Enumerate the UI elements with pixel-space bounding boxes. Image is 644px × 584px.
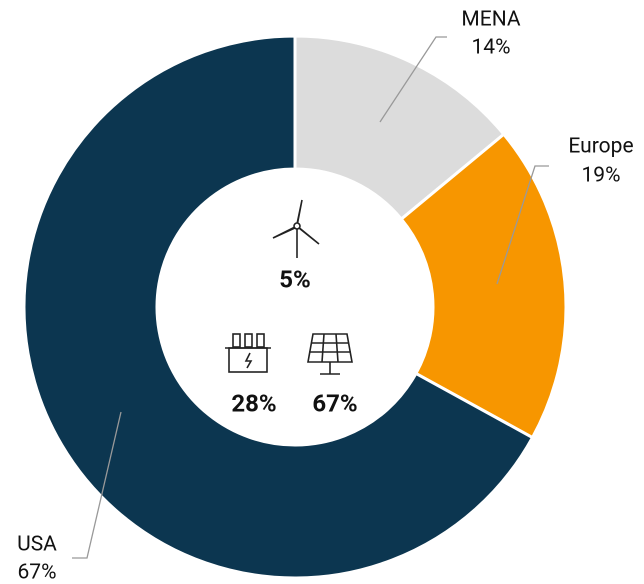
donut-slice (293, 34, 506, 222)
slice-value-label: 14% (472, 36, 511, 60)
slice-name: Europe (568, 135, 633, 159)
transformer-icon (225, 333, 271, 373)
slice-value-label: 67% (18, 561, 57, 584)
solar-icon (307, 333, 353, 375)
slice-name: MENA (461, 8, 520, 32)
slice-name: USA (17, 533, 57, 557)
slice-value-label: 19% (582, 164, 621, 188)
leader-lines (72, 36, 549, 559)
donut-slice (22, 34, 535, 580)
slices (22, 34, 568, 580)
donut-slice (399, 132, 568, 440)
wind-icon (272, 199, 320, 258)
center-label: 28% (231, 389, 276, 417)
center-label: 67% (312, 389, 357, 417)
center-label: 5% (279, 265, 311, 293)
center-icons (225, 199, 353, 375)
